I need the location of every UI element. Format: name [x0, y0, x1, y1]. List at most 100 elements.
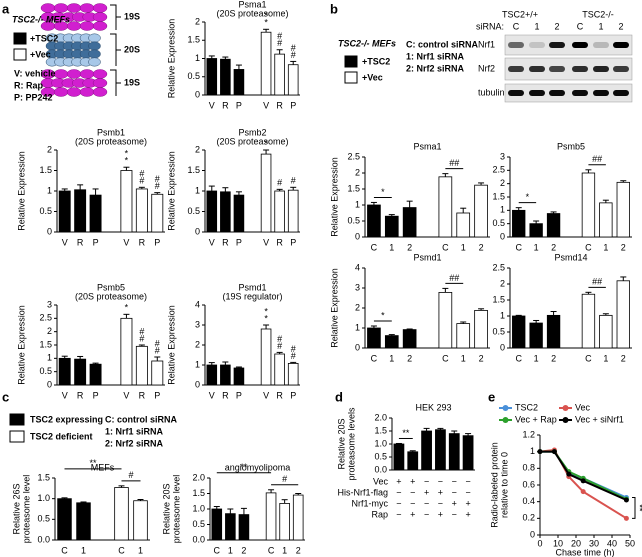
- subunit: [66, 3, 82, 13]
- bar: [89, 363, 102, 386]
- error-bar: [295, 493, 302, 496]
- subunit-label: 19S: [124, 11, 140, 21]
- chart-subtitle: (20S proteasome): [75, 136, 147, 146]
- x-tick-label: 2: [241, 545, 246, 555]
- blot-strip: [504, 83, 633, 103]
- key-text: 2: Nrf2 siRNA: [406, 63, 465, 73]
- legend-marker: [562, 405, 569, 411]
- y-tick-label: 3: [47, 299, 52, 309]
- error-bar: [208, 362, 215, 365]
- x-tick-label: C: [515, 242, 522, 252]
- y-axis-label: Relative Expression: [166, 19, 176, 99]
- lane-label: C: [577, 21, 584, 31]
- bar: [367, 204, 381, 238]
- blot-band: [508, 66, 524, 72]
- error-bar: [268, 489, 275, 493]
- blot-band: [593, 66, 609, 72]
- bar: [512, 315, 526, 349]
- error-bar: [208, 55, 215, 59]
- y-tick-label: 2: [355, 167, 360, 177]
- significance: **: [240, 462, 248, 472]
- x-tick-label: R: [222, 390, 229, 400]
- y-tick-label: 3: [500, 151, 505, 161]
- error-bar: [585, 169, 592, 173]
- blot-group: TSC2+/+: [502, 9, 538, 19]
- blot-band: [549, 90, 565, 96]
- x-tick-label: 1: [389, 353, 394, 363]
- lane-label: C: [513, 21, 520, 31]
- bar: [265, 492, 277, 541]
- bar: [233, 69, 245, 96]
- y-tick-label: 0: [500, 231, 505, 241]
- y-axis-label: Relative Expression: [16, 305, 26, 385]
- bar: [435, 429, 446, 471]
- x-tick-label: V: [263, 390, 269, 400]
- bar: [287, 362, 299, 386]
- y-tick-label: 4: [195, 299, 200, 309]
- subunit: [88, 33, 101, 43]
- significance: *: [264, 138, 268, 148]
- significance: #: [277, 178, 282, 188]
- y-tick-label: 0: [500, 342, 505, 352]
- error-bar: [263, 324, 270, 329]
- legend-marker: [562, 417, 569, 423]
- x-tick-label: P: [236, 100, 242, 110]
- legend-marker: [502, 405, 509, 411]
- bar: [456, 323, 471, 349]
- chart-title: Psma1: [238, 0, 266, 9]
- blot-band: [508, 90, 524, 96]
- y-tick-label: 2: [500, 278, 505, 288]
- bracket: [632, 497, 636, 519]
- bar: [402, 207, 417, 238]
- error-bar: [585, 291, 592, 295]
- legend-swatch: [13, 48, 27, 61]
- error-bar: [442, 287, 449, 293]
- x-tick-label: 1: [389, 242, 394, 252]
- condition-mark: −: [465, 476, 470, 486]
- y-tick-label: 1.0: [374, 438, 387, 448]
- y-axis-label: relative to time 0: [499, 452, 509, 518]
- bar: [393, 443, 405, 471]
- condition-mark: −: [424, 509, 429, 519]
- y-tick-label: 1.5: [492, 191, 505, 201]
- x-tick-label: 10: [553, 538, 563, 548]
- y-tick-label: 1.5: [374, 425, 387, 435]
- chart-subtitle: (20S proteasome): [216, 136, 288, 146]
- bar: [220, 58, 231, 96]
- error-bar: [465, 433, 472, 436]
- error-bar: [276, 351, 283, 354]
- x-tick-label: C: [61, 545, 68, 555]
- y-tick-label: 2: [355, 302, 360, 312]
- x-tick-label: 2: [479, 242, 484, 252]
- y-axis-label: Relative 20S: [336, 418, 346, 469]
- legend-title: TSC2-/- MEFs: [12, 14, 70, 24]
- error-bar: [620, 276, 627, 281]
- bar: [438, 176, 453, 238]
- error-bar: [222, 56, 229, 60]
- significance: #: [291, 351, 296, 361]
- series-line: [539, 448, 627, 520]
- error-bar: [533, 319, 540, 324]
- x-tick-label: 2: [551, 242, 556, 252]
- subunit-label: 19S: [124, 77, 140, 87]
- error-bar: [370, 325, 377, 328]
- error-bar: [550, 311, 557, 316]
- chart-title: Psmb1: [97, 127, 125, 137]
- significance: *: [264, 11, 268, 21]
- condition-mark: −: [465, 487, 470, 497]
- bar: [402, 329, 417, 349]
- subunit: [66, 69, 82, 79]
- y-tick-label: 0.5: [39, 206, 52, 216]
- bar: [438, 291, 453, 349]
- condition-mark: +: [452, 498, 457, 508]
- panel-label: a: [2, 1, 10, 16]
- point: [551, 449, 557, 455]
- point: [623, 515, 629, 521]
- condition-mark: −: [396, 487, 401, 497]
- bar: [367, 327, 381, 349]
- blot-band: [529, 42, 545, 48]
- condition-label: Vec: [373, 476, 389, 486]
- bar: [135, 345, 148, 386]
- bar: [292, 494, 304, 541]
- subunit: [92, 87, 108, 97]
